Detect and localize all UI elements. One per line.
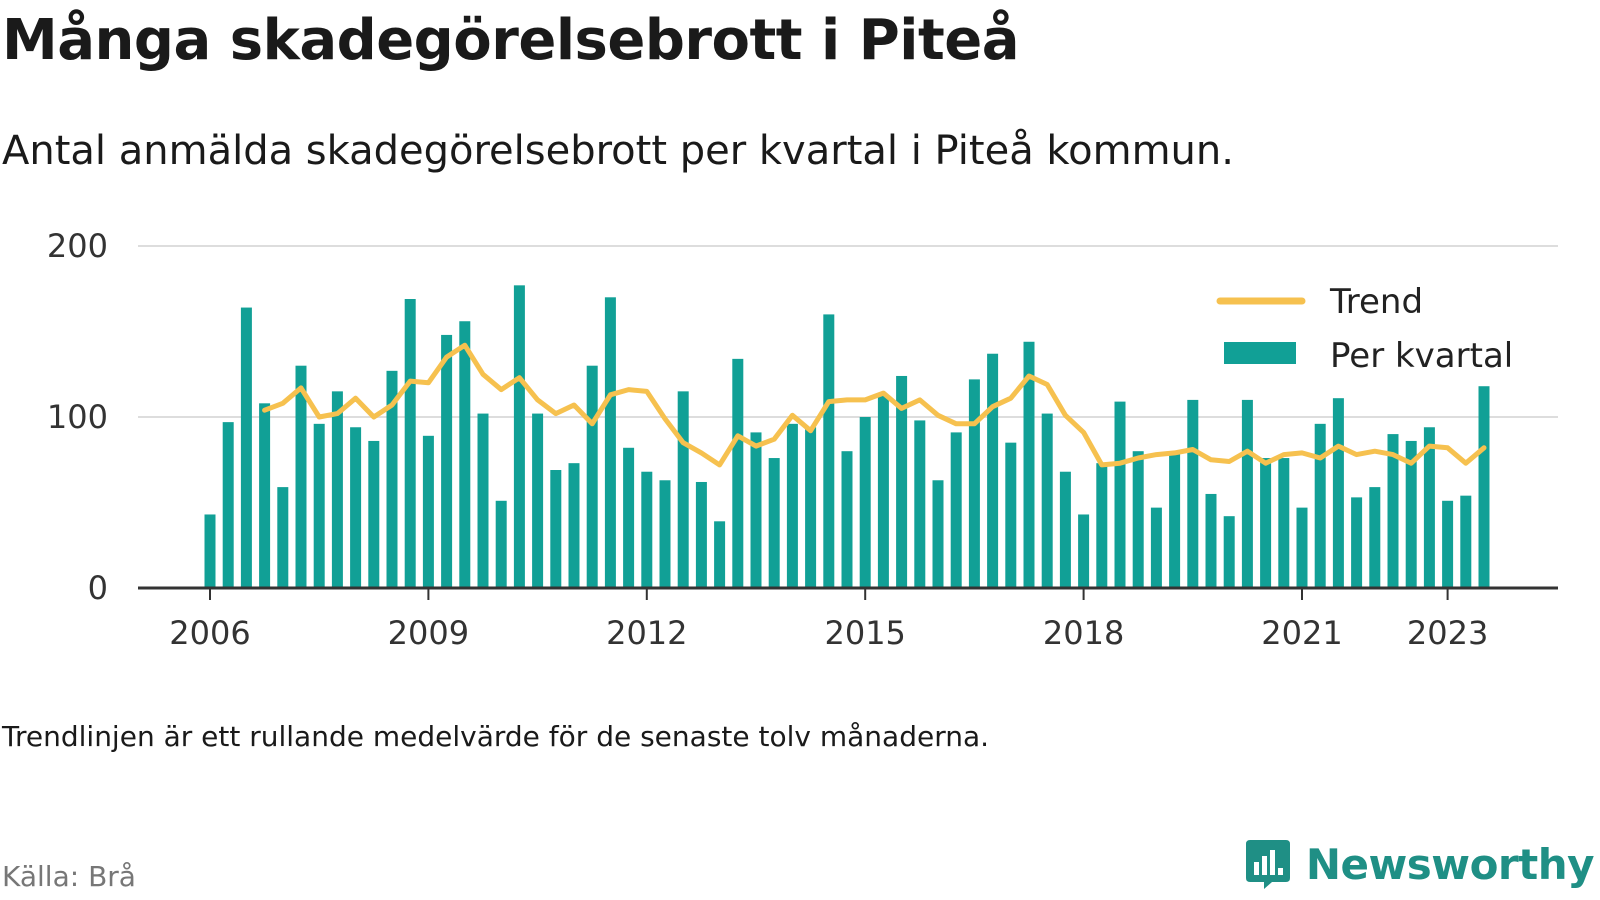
x-tick-label: 2021	[1261, 614, 1342, 652]
x-tick-label: 2018	[1043, 614, 1124, 652]
bar	[805, 427, 817, 588]
bar	[714, 521, 726, 588]
bar	[204, 514, 216, 588]
bar	[1187, 399, 1199, 588]
bar	[1169, 452, 1181, 588]
bar	[641, 471, 653, 588]
chart-subtitle: Antal anmälda skadegörelsebrott per kvar…	[2, 128, 1234, 174]
bar	[568, 463, 580, 588]
bar	[532, 413, 544, 588]
chart-area: 0 100 200 2006 2009 2012 2015 2018 2021 2023 Tre…	[47, 230, 1558, 652]
bar	[1423, 427, 1435, 588]
bar	[422, 435, 434, 588]
y-tick-label: 200	[47, 230, 108, 265]
newsworthy-logo-icon	[1245, 840, 1290, 889]
legend-bar-label: Per kvartal	[1330, 336, 1513, 376]
trend-series	[262, 342, 1487, 468]
bar	[1278, 458, 1290, 588]
bar	[1132, 451, 1144, 588]
bar	[477, 413, 489, 588]
bar	[368, 440, 380, 588]
bar	[222, 422, 234, 588]
grid-lines	[138, 245, 1558, 418]
bar	[240, 307, 252, 588]
bar	[1296, 507, 1308, 588]
brand-name: Newsworthy	[1305, 839, 1595, 889]
bar	[1314, 423, 1326, 588]
y-tick-label: 100	[47, 398, 108, 436]
bar	[695, 481, 707, 588]
bar	[259, 403, 271, 588]
bar	[1260, 458, 1272, 588]
bar	[1114, 401, 1126, 588]
bar	[1332, 398, 1344, 588]
bar	[950, 432, 962, 588]
bar	[1460, 495, 1472, 588]
y-axis-ticks: 0 100 200	[47, 230, 108, 607]
x-tick-label: 2023	[1407, 614, 1488, 652]
chart-note: Trendlinjen är ett rullande medelvärde f…	[2, 720, 990, 753]
bar	[1387, 434, 1399, 588]
bar	[1205, 493, 1217, 588]
bar	[1241, 399, 1253, 588]
bar	[750, 432, 762, 588]
legend-bar-swatch	[1224, 342, 1296, 364]
bar	[1442, 500, 1454, 588]
newsworthy-logo: Newsworthy	[1242, 838, 1595, 890]
x-tick-label: 2012	[606, 614, 687, 652]
bar	[1405, 440, 1417, 588]
bar	[914, 420, 926, 588]
bar	[732, 358, 744, 588]
y-tick-label: 0	[88, 569, 108, 607]
bar	[823, 314, 835, 588]
bar	[623, 447, 635, 588]
bar-series	[204, 285, 1490, 588]
bar	[1041, 413, 1053, 588]
bar	[313, 423, 325, 588]
bar	[1478, 386, 1490, 588]
bar	[550, 470, 562, 588]
bar	[987, 353, 999, 588]
bar	[386, 370, 398, 588]
chart-title: Många skadegörelsebrott i Piteå	[2, 8, 1020, 73]
source-credit: Källa: Brå	[2, 860, 136, 893]
bar	[441, 334, 453, 588]
bar	[1223, 516, 1235, 588]
x-tick-label: 2006	[169, 614, 250, 652]
bar	[459, 321, 471, 588]
bar	[586, 365, 598, 588]
bar	[404, 299, 416, 588]
bar	[513, 285, 525, 588]
bar	[659, 480, 671, 588]
legend: Trend Per kvartal	[1216, 282, 1513, 376]
legend-trend-label: Trend	[1329, 282, 1423, 322]
bar	[1150, 507, 1162, 588]
trend-line	[262, 342, 1487, 468]
bar	[295, 365, 307, 588]
bar	[350, 427, 362, 588]
bar	[1023, 341, 1035, 588]
bar	[786, 423, 798, 588]
bar	[604, 297, 616, 588]
bar	[968, 379, 980, 588]
bar	[932, 480, 944, 588]
bar	[896, 375, 908, 588]
x-tick-label: 2015	[824, 614, 905, 652]
bar	[277, 487, 289, 588]
bar	[677, 391, 689, 588]
bar	[877, 394, 889, 588]
bar	[841, 451, 853, 588]
x-tick-label: 2009	[388, 614, 469, 652]
bar	[1369, 487, 1381, 588]
bar	[1351, 497, 1363, 588]
bar	[859, 417, 871, 588]
bar	[1096, 463, 1108, 588]
bar	[1059, 471, 1071, 588]
bar	[495, 500, 507, 588]
bar	[768, 458, 780, 588]
bar	[1005, 442, 1017, 588]
bar	[1078, 514, 1090, 588]
bar	[331, 391, 343, 588]
x-axis-ticks: 2006 2009 2012 2015 2018 2021 2023	[169, 588, 1488, 652]
